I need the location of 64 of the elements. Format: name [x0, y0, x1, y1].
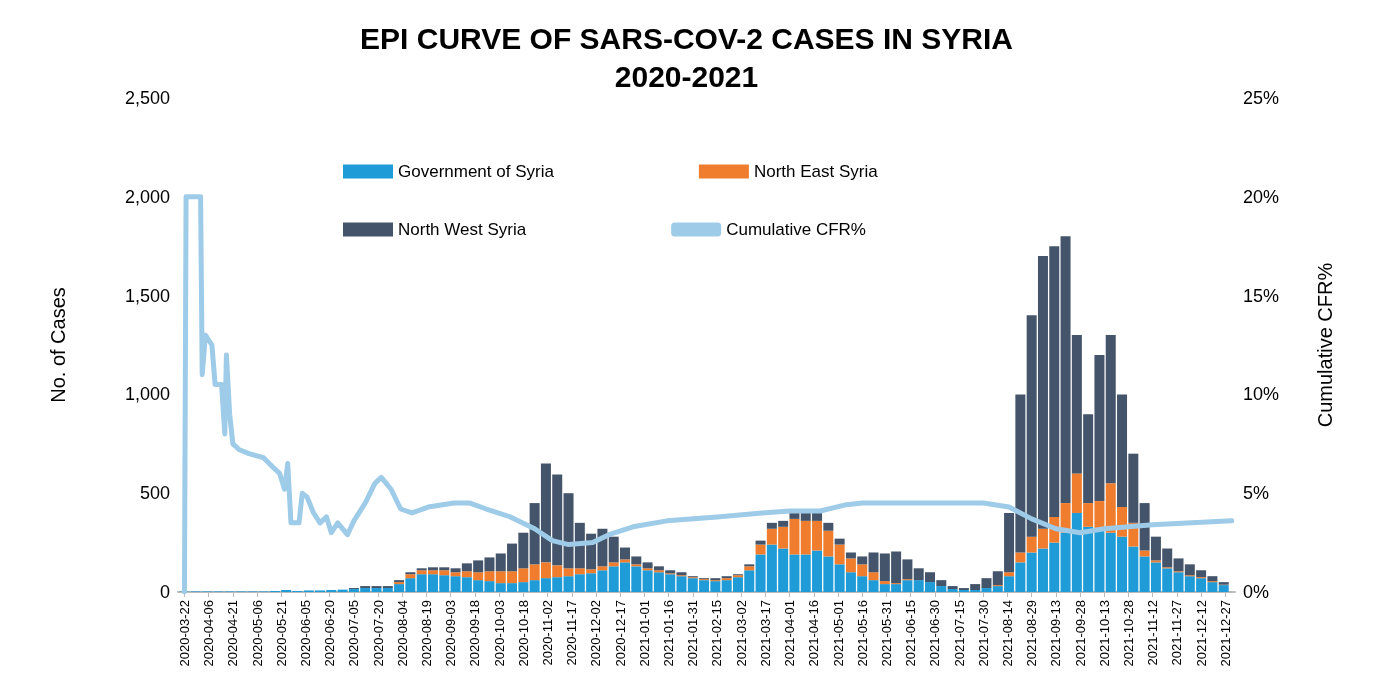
- x-tick-label: 2020-09-03: [443, 600, 459, 667]
- x-tick-label: 2020-12-17: [612, 600, 628, 667]
- x-tick-label: 2021-08-29: [1024, 600, 1040, 667]
- x-tick-label: 2020-04-06: [201, 600, 217, 667]
- x-tick-label: 2020-11-02: [540, 600, 556, 666]
- x-tick-label: 2020-07-05: [346, 600, 362, 667]
- x-tick-label: 2021-07-30: [975, 600, 991, 667]
- x-tick-label: 2021-04-16: [806, 600, 822, 667]
- y2-tick-label: 20%: [1243, 186, 1280, 207]
- chart-subtitle: 2020-2021: [614, 59, 759, 93]
- x-tick-label: 2021-12-12: [1193, 600, 1209, 667]
- legend-label: Government of Syria: [398, 162, 555, 181]
- x-tick-label: 2020-05-21: [273, 600, 289, 667]
- legend-label: Cumulative CFR%: [726, 220, 866, 239]
- x-tick-label: 2021-10-13: [1096, 600, 1112, 667]
- x-tick-label: 2021-08-14: [999, 600, 1015, 667]
- y-tick-label: 2,500: [124, 88, 170, 108]
- x-tick-label: 2020-04-21: [225, 600, 241, 667]
- x-tick-label: 2021-07-15: [951, 600, 967, 667]
- x-tick-label: 2020-06-05: [297, 600, 313, 667]
- x-tick-label: 2021-06-30: [927, 600, 943, 667]
- x-tick-label: 2020-12-02: [588, 600, 604, 667]
- legend-label: North East Syria: [753, 162, 879, 181]
- x-tick-label: 2021-01-01: [636, 600, 652, 667]
- x-tick-label: 2020-07-20: [370, 600, 386, 667]
- y-tick-label: 0: [159, 582, 170, 602]
- x-tick-label: 2020-05-06: [249, 600, 265, 667]
- x-tick-label: 2020-08-04: [394, 600, 410, 667]
- x-tick-label: 2021-05-31: [878, 600, 894, 667]
- legend-label: North West Syria: [398, 220, 527, 239]
- x-tick-label: 2020-10-03: [491, 600, 507, 667]
- x-tick-label: 2021-12-27: [1217, 600, 1233, 667]
- x-tick-label: 2021-06-15: [903, 600, 919, 667]
- x-tick-label: 2020-10-18: [515, 600, 531, 667]
- y2-tick-label: 25%: [1243, 88, 1280, 108]
- y-tick-label: 1,000: [124, 384, 170, 405]
- y2-tick-label: 15%: [1243, 285, 1280, 306]
- x-tick-label: 2021-09-13: [1048, 600, 1064, 667]
- x-tick-label: 2021-05-16: [854, 600, 870, 667]
- x-tick-label: 2020-09-18: [467, 600, 483, 667]
- x-tick-label: 2021-10-28: [1120, 600, 1136, 667]
- y-axis-title: No. of Cases: [47, 287, 69, 403]
- x-tick-label: 2021-09-28: [1072, 600, 1088, 667]
- x-tick-label: 2020-11-17: [564, 600, 580, 666]
- x-tick-label: 2021-05-01: [830, 600, 846, 667]
- chart-title: EPI CURVE OF SARS-COV-2 CASES IN SYRIA: [360, 21, 1013, 55]
- x-tick-label: 2021-04-01: [782, 600, 798, 667]
- y-tick-label: 500: [139, 483, 170, 504]
- x-tick-label: 2020-06-20: [322, 600, 338, 667]
- y-tick-label: 1,500: [124, 285, 170, 306]
- x-tick-label: 2021-11-12: [1145, 600, 1161, 666]
- x-tick-label: 2021-02-15: [709, 600, 725, 667]
- x-tick-label: 2021-01-31: [685, 600, 701, 667]
- y2-tick-label: 0%: [1243, 582, 1270, 602]
- y2-tick-label: 5%: [1243, 483, 1270, 504]
- y2-axis-title: Cumulative CFR%: [1314, 262, 1336, 428]
- x-tick-label: 2021-01-16: [661, 600, 677, 667]
- x-tick-label: 2020-03-22: [176, 600, 192, 667]
- x-tick-label: 2021-03-17: [757, 600, 773, 667]
- x-tick-label: 2021-11-27: [1169, 600, 1185, 666]
- x-tick-label: 2021-03-02: [733, 600, 749, 667]
- y-tick-label: 2,000: [124, 186, 170, 207]
- x-tick-label: 2020-08-19: [419, 600, 435, 667]
- y2-tick-label: 10%: [1243, 384, 1280, 405]
